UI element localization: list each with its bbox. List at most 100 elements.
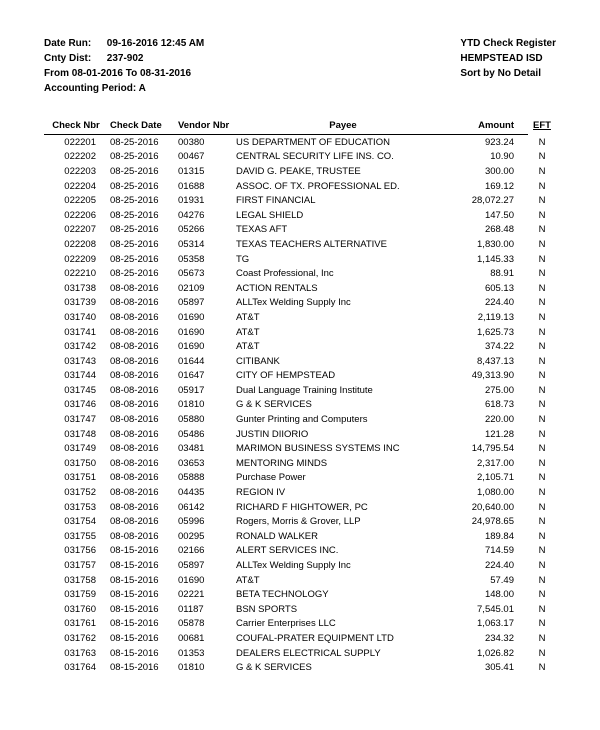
cell-check-nbr: 031758 — [44, 573, 108, 588]
cell-amount: 305.41 — [452, 660, 528, 675]
table-row: 02221008-25-201605673Coast Professional,… — [44, 266, 556, 281]
cell-vendor-nbr: 05314 — [176, 237, 234, 252]
cell-vendor-nbr: 05880 — [176, 412, 234, 427]
cell-check-nbr: 022205 — [44, 193, 108, 208]
cell-check-date: 08-08-2016 — [108, 485, 176, 500]
table-row: 02220308-25-201601315DAVID G. PEAKE, TRU… — [44, 164, 556, 179]
cell-eft: N — [528, 558, 556, 573]
cell-check-date: 08-15-2016 — [108, 587, 176, 602]
cell-eft: N — [528, 441, 556, 456]
cell-payee: AT&T — [234, 573, 452, 588]
cell-amount: 2,317.00 — [452, 456, 528, 471]
from-to-line: From 08-01-2016 To 08-31-2016 — [44, 66, 204, 81]
cell-vendor-nbr: 01810 — [176, 660, 234, 675]
cell-vendor-nbr: 01931 — [176, 193, 234, 208]
cell-amount: 88.91 — [452, 266, 528, 281]
cell-eft: N — [528, 587, 556, 602]
cell-payee: Carrier Enterprises LLC — [234, 617, 452, 632]
cell-check-nbr: 031748 — [44, 427, 108, 442]
col-header-check-nbr: Check Nbr — [44, 116, 108, 135]
cell-eft: N — [528, 237, 556, 252]
cell-eft: N — [528, 617, 556, 632]
table-row: 03174108-08-201601690AT&T1,625.73N — [44, 325, 556, 340]
cell-amount: 2,119.13 — [452, 310, 528, 325]
table-row: 03174008-08-201601690AT&T2,119.13N — [44, 310, 556, 325]
cell-eft: N — [528, 500, 556, 515]
cell-vendor-nbr: 03481 — [176, 441, 234, 456]
cell-payee: CITIBANK — [234, 354, 452, 369]
cell-amount: 147.50 — [452, 208, 528, 223]
table-row: 02220808-25-201605314TEXAS TEACHERS ALTE… — [44, 237, 556, 252]
date-run-line: Date Run: 09-16-2016 12:45 AM — [44, 36, 204, 51]
cell-payee: TEXAS AFT — [234, 223, 452, 238]
cell-vendor-nbr: 00295 — [176, 529, 234, 544]
cell-amount: 220.00 — [452, 412, 528, 427]
cell-payee: TG — [234, 252, 452, 267]
cell-eft: N — [528, 281, 556, 296]
cell-check-nbr: 031757 — [44, 558, 108, 573]
cell-amount: 618.73 — [452, 398, 528, 413]
cell-check-nbr: 022203 — [44, 164, 108, 179]
cell-vendor-nbr: 01690 — [176, 310, 234, 325]
col-header-vendor-nbr: Vendor Nbr — [176, 116, 234, 135]
cell-eft: N — [528, 252, 556, 267]
table-row: 03174808-08-201605486JUSTIN DIIORIO121.2… — [44, 427, 556, 442]
cell-vendor-nbr: 04276 — [176, 208, 234, 223]
cell-amount: 7,545.01 — [452, 602, 528, 617]
cell-amount: 300.00 — [452, 164, 528, 179]
cell-check-date: 08-25-2016 — [108, 208, 176, 223]
cell-check-date: 08-08-2016 — [108, 383, 176, 398]
cell-check-date: 08-25-2016 — [108, 193, 176, 208]
cell-eft: N — [528, 529, 556, 544]
cell-check-nbr: 031764 — [44, 660, 108, 675]
cell-check-nbr: 031754 — [44, 514, 108, 529]
cell-payee: AT&T — [234, 325, 452, 340]
cell-payee: ASSOC. OF TX. PROFESSIONAL ED. — [234, 179, 452, 194]
cell-amount: 234.32 — [452, 631, 528, 646]
cell-amount: 24,978.65 — [452, 514, 528, 529]
cell-eft: N — [528, 223, 556, 238]
cell-amount: 2,105.71 — [452, 471, 528, 486]
cell-check-nbr: 031761 — [44, 617, 108, 632]
cell-payee: FIRST FINANCIAL — [234, 193, 452, 208]
table-row: 03174508-08-201605917Dual Language Train… — [44, 383, 556, 398]
table-header-row: Check Nbr Check Date Vendor Nbr Payee Am… — [44, 116, 556, 135]
cell-amount: 8,437.13 — [452, 354, 528, 369]
table-row: 03176108-15-201605878Carrier Enterprises… — [44, 617, 556, 632]
table-row: 03175308-08-201606142RICHARD F HIGHTOWER… — [44, 500, 556, 515]
cell-check-date: 08-25-2016 — [108, 164, 176, 179]
cell-check-date: 08-08-2016 — [108, 441, 176, 456]
report-title: YTD Check Register — [460, 36, 556, 51]
cell-vendor-nbr: 05897 — [176, 558, 234, 573]
cell-check-date: 08-15-2016 — [108, 660, 176, 675]
cell-eft: N — [528, 471, 556, 486]
cell-check-nbr: 031755 — [44, 529, 108, 544]
cell-check-nbr: 022210 — [44, 266, 108, 281]
table-row: 03176008-15-201601187BSN SPORTS7,545.01N — [44, 602, 556, 617]
accounting-period-line: Accounting Period: A — [44, 81, 204, 96]
cell-check-nbr: 031760 — [44, 602, 108, 617]
cell-payee: Gunter Printing and Computers — [234, 412, 452, 427]
cell-vendor-nbr: 02166 — [176, 544, 234, 559]
cell-check-date: 08-15-2016 — [108, 646, 176, 661]
cell-amount: 1,063.17 — [452, 617, 528, 632]
cell-check-nbr: 031762 — [44, 631, 108, 646]
table-row: 02220608-25-201604276LEGAL SHIELD147.50N — [44, 208, 556, 223]
cell-eft: N — [528, 660, 556, 675]
cell-amount: 224.40 — [452, 296, 528, 311]
table-row: 02220508-25-201601931FIRST FINANCIAL28,0… — [44, 193, 556, 208]
cell-check-date: 08-15-2016 — [108, 602, 176, 617]
cell-check-nbr: 022202 — [44, 150, 108, 165]
cell-check-date: 08-25-2016 — [108, 135, 176, 150]
table-row: 03174608-08-201601810G & K SERVICES618.7… — [44, 398, 556, 413]
cell-eft: N — [528, 339, 556, 354]
cell-eft: N — [528, 573, 556, 588]
cell-payee: DAVID G. PEAKE, TRUSTEE — [234, 164, 452, 179]
table-row: 03176308-15-201601353DEALERS ELECTRICAL … — [44, 646, 556, 661]
cell-eft: N — [528, 150, 556, 165]
cell-vendor-nbr: 01688 — [176, 179, 234, 194]
cell-vendor-nbr: 05358 — [176, 252, 234, 267]
cell-check-nbr: 031740 — [44, 310, 108, 325]
cell-eft: N — [528, 544, 556, 559]
table-row: 03174908-08-201603481MARIMON BUSINESS SY… — [44, 441, 556, 456]
